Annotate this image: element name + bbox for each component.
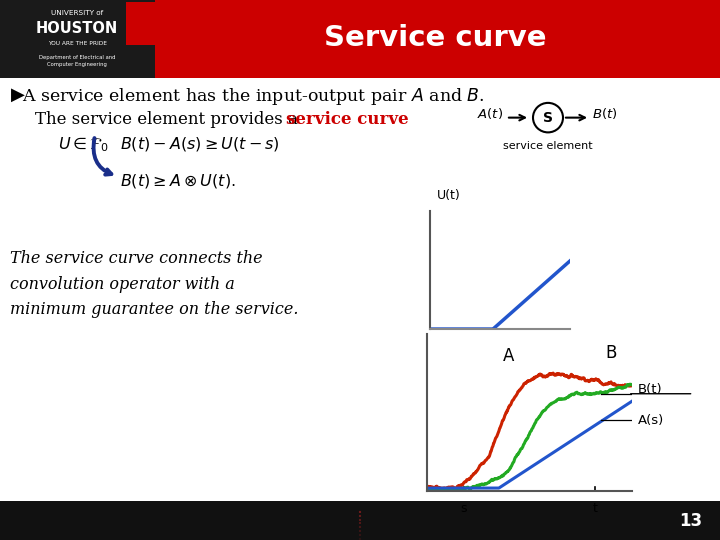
Text: $B(t) \geq A \otimes U(t).$: $B(t) \geq A \otimes U(t).$ xyxy=(120,172,236,190)
Bar xyxy=(126,2,155,45)
Text: The service element provides a: The service element provides a xyxy=(35,111,303,128)
Text: A service element has the input-output pair $A$ and $B$.: A service element has the input-output p… xyxy=(22,86,485,107)
Text: B: B xyxy=(606,344,617,362)
Text: t: t xyxy=(593,502,598,515)
Text: Service curve: Service curve xyxy=(324,24,547,52)
Text: HOUSTON: HOUSTON xyxy=(36,22,118,37)
Text: 13: 13 xyxy=(679,511,702,530)
Text: service curve: service curve xyxy=(286,111,409,128)
Text: $A\mathit{(t)}$: $A\mathit{(t)}$ xyxy=(477,106,503,121)
Bar xyxy=(0,0,155,78)
Text: service element: service element xyxy=(503,141,593,151)
Text: $B(t) - A(s) \geq U(t-s)$: $B(t) - A(s) \geq U(t-s)$ xyxy=(120,136,280,153)
Text: S: S xyxy=(543,111,553,125)
Text: $B\mathit{(t)}$: $B\mathit{(t)}$ xyxy=(592,106,618,121)
Text: A: A xyxy=(503,347,515,365)
Text: UNIVERSITY of: UNIVERSITY of xyxy=(51,10,103,16)
Text: s: s xyxy=(461,502,467,515)
Text: B(t): B(t) xyxy=(638,382,663,395)
Text: A(s): A(s) xyxy=(638,414,665,427)
Text: The service curve connects the
convolution operator with a
minimum guarantee on : The service curve connects the convoluti… xyxy=(10,251,299,318)
Bar xyxy=(155,0,720,78)
Text: $\blacktriangleright$: $\blacktriangleright$ xyxy=(7,86,27,104)
Text: $U \in \mathcal{F}_0$: $U \in \mathcal{F}_0$ xyxy=(58,136,109,154)
Text: Department of Electrical and
Computer Engineering: Department of Electrical and Computer En… xyxy=(39,55,115,67)
Text: YOU ARE THE PRIDE: YOU ARE THE PRIDE xyxy=(48,42,107,46)
Text: U(t): U(t) xyxy=(437,188,461,201)
